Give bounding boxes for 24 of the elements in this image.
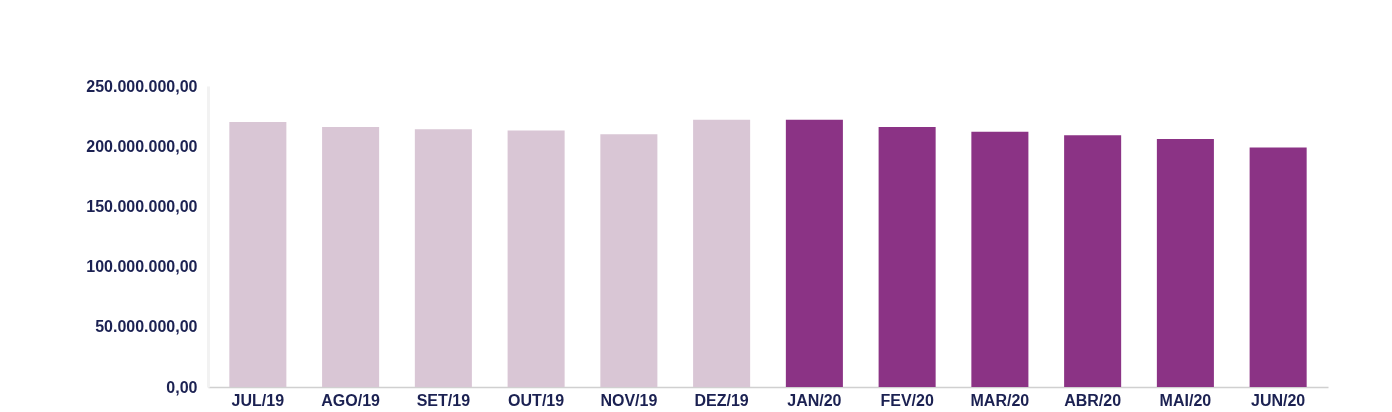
y-tick-label: 200.000.000,00 <box>86 137 198 155</box>
x-tick-label: OUT/19 <box>508 391 565 409</box>
bar <box>1249 147 1307 387</box>
x-tick-label: JUL/19 <box>231 391 285 409</box>
y-tick-label: 250.000.000,00 <box>86 77 198 95</box>
bar <box>878 126 936 387</box>
x-tick-label: AGO/19 <box>321 391 381 409</box>
x-tick-label: MAR/20 <box>970 391 1030 409</box>
y-tick-label: 100.000.000,00 <box>86 258 198 276</box>
bar <box>1064 135 1122 387</box>
x-tick-label: MAI/20 <box>1159 391 1212 409</box>
x-tick-label: JUN/20 <box>1251 391 1306 409</box>
y-tick-label: 150.000.000,00 <box>86 197 198 215</box>
bar <box>971 131 1029 387</box>
bar <box>1156 138 1214 387</box>
bar <box>785 119 843 387</box>
x-tick-label: DEZ/19 <box>694 391 749 409</box>
x-tick-label: FEV/20 <box>880 391 934 409</box>
y-tick-label: 50.000.000,00 <box>95 318 198 336</box>
x-tick-label: SET/19 <box>416 391 471 409</box>
x-tick-label: JAN/20 <box>787 391 842 409</box>
x-tick-label: ABR/20 <box>1064 391 1122 409</box>
x-tick-label: NOV/19 <box>600 391 658 409</box>
y-tick-label: 0,00 <box>166 378 198 396</box>
